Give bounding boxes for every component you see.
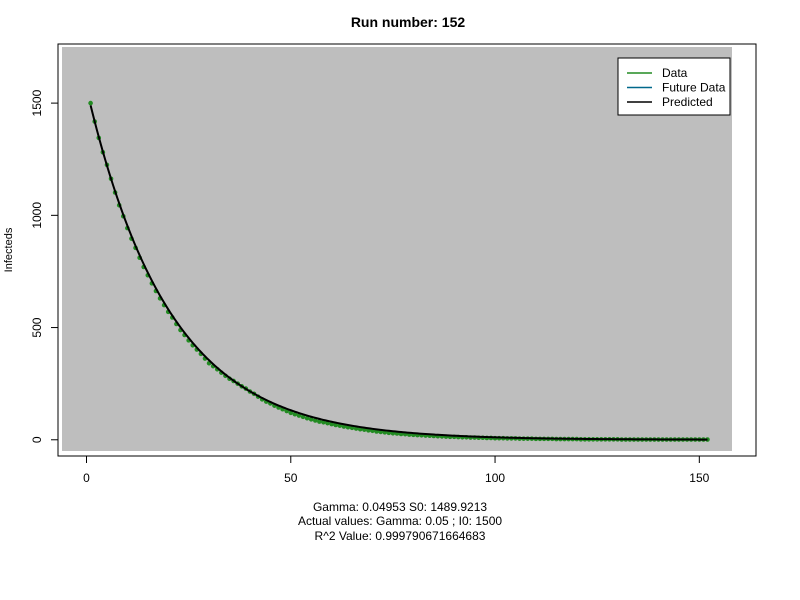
fit-parameters-text: Gamma: 0.04953 S0: 1489.9213 — [312, 500, 488, 514]
y-tick-label: 500 — [30, 317, 44, 337]
y-axis: 0 500 1000 1500 — [30, 89, 59, 443]
data-point — [304, 415, 310, 421]
x-tick-label: 0 — [83, 471, 90, 485]
data-point — [300, 414, 306, 420]
data-point — [308, 417, 314, 422]
legend-box — [617, 57, 731, 116]
legend-label: Data — [662, 66, 688, 80]
data-point — [317, 419, 322, 424]
data-point — [88, 100, 93, 106]
legend-label: Future Data — [662, 81, 726, 95]
x-tick-label: 150 — [689, 471, 709, 485]
y-tick-label: 0 — [30, 436, 44, 443]
chart-title: Run number: 152 — [351, 14, 466, 30]
actual-values-text: Actual values: Gamma: 0.05 ; I0: 1500 — [297, 514, 503, 528]
legend-label: Predicted — [662, 95, 713, 109]
predicted-line — [89, 105, 708, 441]
x-tick-label: 50 — [284, 471, 298, 485]
r-squared-text: R^2 Value: 0.999790671664683 — [314, 529, 486, 543]
x-axis: 0 50 100 150 — [83, 455, 710, 485]
x-tick-label: 100 — [485, 471, 505, 485]
y-tick-label: 1000 — [30, 202, 44, 229]
data-point — [312, 418, 318, 423]
y-tick-label: 1500 — [30, 89, 44, 116]
y-axis-label: Infecteds — [3, 227, 15, 272]
